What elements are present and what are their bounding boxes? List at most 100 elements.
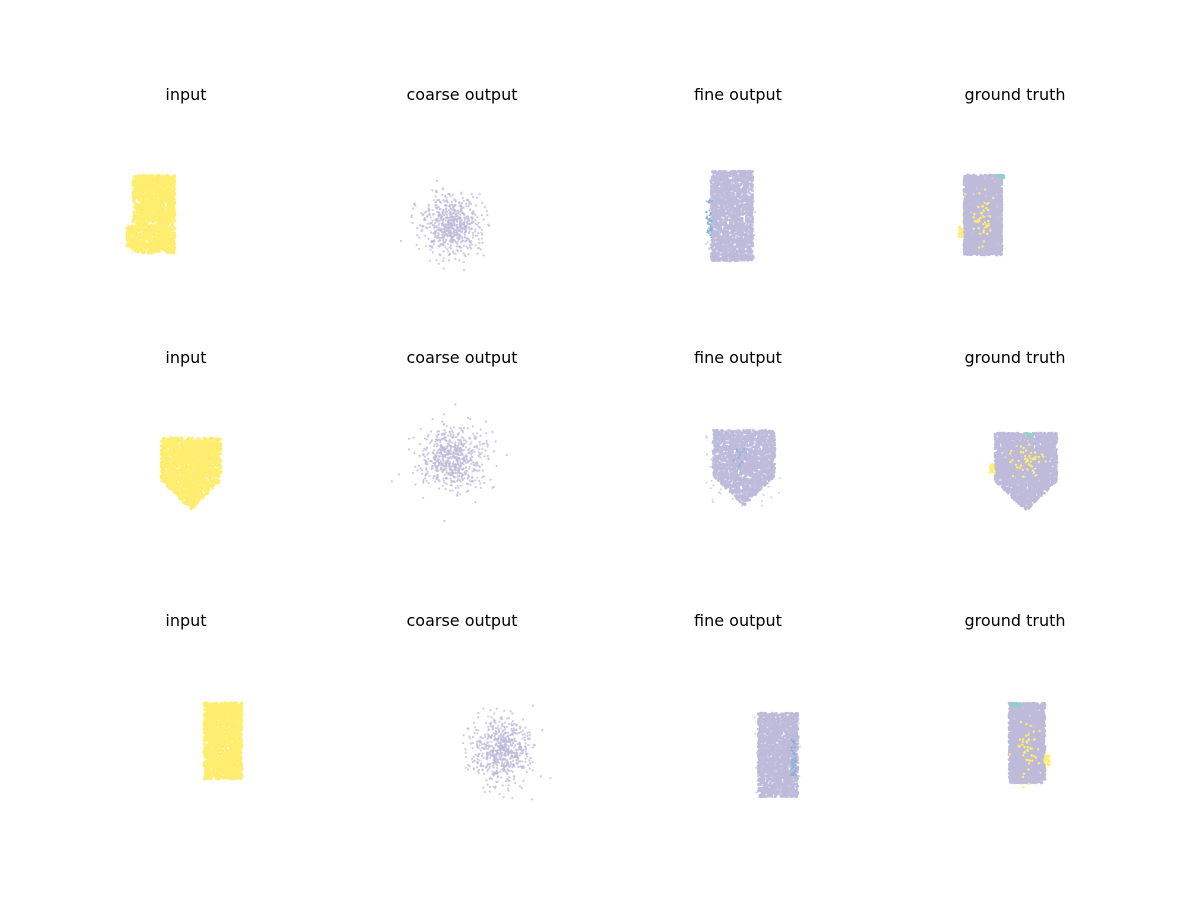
point xyxy=(453,198,456,201)
point xyxy=(745,195,748,198)
point xyxy=(445,229,448,233)
point xyxy=(735,238,738,242)
point xyxy=(147,244,151,248)
point xyxy=(477,247,480,250)
point xyxy=(737,176,740,178)
point xyxy=(485,210,488,213)
point xyxy=(434,222,437,225)
point xyxy=(481,214,484,217)
point xyxy=(741,195,744,198)
point xyxy=(169,179,173,183)
point xyxy=(744,211,747,215)
point xyxy=(423,217,426,220)
point xyxy=(723,223,727,227)
point xyxy=(727,195,730,199)
point xyxy=(749,171,753,175)
point xyxy=(718,174,721,177)
point xyxy=(449,244,452,247)
point xyxy=(731,184,735,187)
point xyxy=(131,235,136,239)
point xyxy=(728,250,731,253)
point xyxy=(745,214,748,218)
point xyxy=(748,251,752,254)
point xyxy=(172,231,176,235)
point xyxy=(708,227,710,230)
point xyxy=(715,244,718,247)
point xyxy=(169,228,173,232)
point xyxy=(170,223,174,227)
point xyxy=(141,235,145,239)
point xyxy=(172,191,176,195)
panel-fine-output-1: fine output xyxy=(623,85,853,305)
point xyxy=(715,194,719,197)
point xyxy=(733,246,736,250)
point xyxy=(134,184,138,188)
point xyxy=(742,184,745,187)
point xyxy=(456,250,459,253)
point xyxy=(164,241,169,245)
point xyxy=(146,178,150,182)
point xyxy=(740,231,743,234)
point xyxy=(717,189,721,192)
point xyxy=(745,230,748,233)
point xyxy=(733,232,737,235)
point xyxy=(723,175,727,178)
point xyxy=(465,205,468,208)
point xyxy=(730,191,734,194)
point xyxy=(741,208,745,212)
point xyxy=(148,218,152,223)
point xyxy=(740,206,744,209)
point xyxy=(713,248,717,252)
point xyxy=(466,247,469,250)
point xyxy=(152,232,156,236)
point xyxy=(483,206,487,209)
point xyxy=(728,243,732,246)
point xyxy=(724,202,728,206)
point xyxy=(151,199,155,203)
point xyxy=(444,233,448,236)
point xyxy=(708,220,711,223)
point xyxy=(736,203,740,207)
point xyxy=(745,180,749,183)
point xyxy=(138,192,143,196)
point xyxy=(745,238,749,242)
point xyxy=(152,220,156,224)
point xyxy=(741,234,744,237)
point xyxy=(445,223,448,226)
point xyxy=(437,233,440,236)
point xyxy=(714,252,718,255)
point xyxy=(459,222,462,225)
point xyxy=(716,231,720,234)
point xyxy=(437,219,441,223)
point xyxy=(444,216,447,219)
point xyxy=(434,195,437,198)
point xyxy=(735,250,739,253)
point xyxy=(142,210,146,214)
point xyxy=(145,200,149,204)
point xyxy=(437,217,440,220)
point xyxy=(751,220,755,224)
point xyxy=(732,211,735,215)
point xyxy=(169,251,173,255)
point xyxy=(728,207,731,210)
point xyxy=(453,222,456,225)
point xyxy=(162,248,166,252)
point xyxy=(736,241,739,244)
point xyxy=(723,241,726,245)
point xyxy=(709,225,712,228)
point xyxy=(170,234,174,238)
point xyxy=(135,214,139,219)
point xyxy=(428,226,431,229)
point xyxy=(155,225,159,229)
point xyxy=(445,209,448,213)
point xyxy=(446,199,449,202)
point xyxy=(444,219,447,222)
point xyxy=(709,223,712,226)
point xyxy=(713,229,716,232)
point xyxy=(150,224,155,228)
point xyxy=(715,172,718,175)
point xyxy=(713,194,716,197)
point xyxy=(447,250,450,253)
point xyxy=(460,192,463,195)
point xyxy=(718,171,721,175)
